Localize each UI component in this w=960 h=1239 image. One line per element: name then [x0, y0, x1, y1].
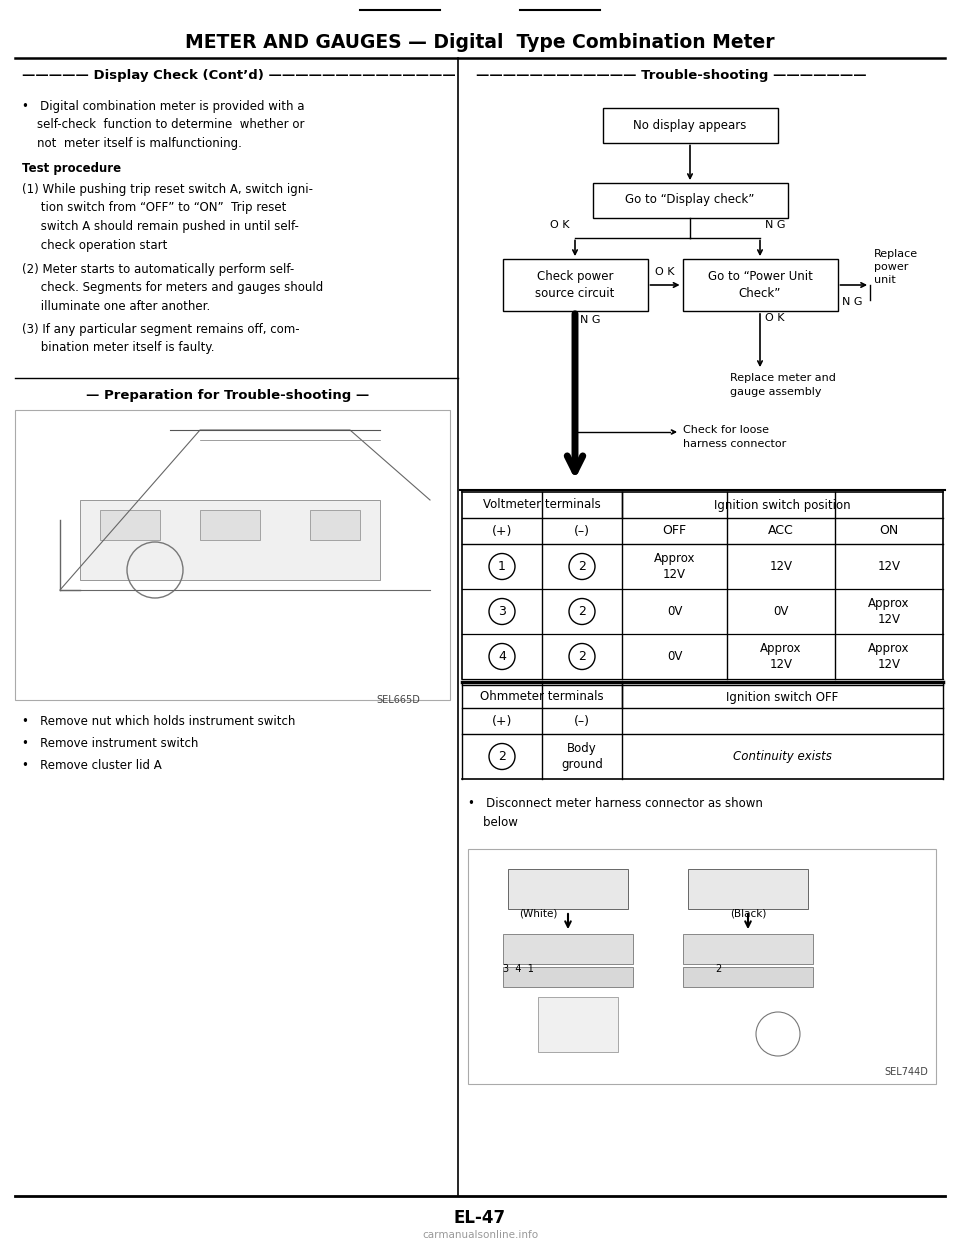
- Text: — Preparation for Trouble-shooting —: — Preparation for Trouble-shooting —: [86, 389, 370, 401]
- Bar: [468, 849, 936, 1084]
- Text: (–): (–): [574, 715, 590, 727]
- Text: ON: ON: [879, 524, 899, 538]
- Text: (Black): (Black): [730, 909, 766, 919]
- Text: ———————————— Trouble-shooting ———————: ———————————— Trouble-shooting ———————: [476, 69, 867, 83]
- Text: Ignition switch position: Ignition switch position: [714, 498, 851, 512]
- Text: ————— Display Check (Cont’d) ——————————————: ————— Display Check (Cont’d) ———————————…: [22, 69, 456, 83]
- Text: Ohmmeter terminals: Ohmmeter terminals: [480, 690, 604, 704]
- Text: Continuity exists: Continuity exists: [733, 750, 832, 763]
- Text: •   Remove nut which holds instrument switch: • Remove nut which holds instrument swit…: [22, 715, 296, 729]
- Text: N G: N G: [765, 221, 785, 230]
- Bar: [15, 410, 450, 700]
- Text: Test procedure: Test procedure: [22, 162, 121, 175]
- Bar: [100, 510, 160, 540]
- Bar: [688, 869, 808, 909]
- Text: OFF: OFF: [662, 524, 686, 538]
- Text: 2: 2: [578, 650, 586, 663]
- Text: (2) Meter starts to automatically perform self-
     check. Segments for meters : (2) Meter starts to automatically perfor…: [22, 263, 324, 313]
- Text: 2: 2: [498, 750, 506, 763]
- Text: 2: 2: [715, 964, 721, 974]
- Text: N G: N G: [843, 297, 863, 307]
- Bar: [683, 966, 813, 987]
- Text: 4: 4: [498, 650, 506, 663]
- Text: (3) If any particular segment remains off, com-
     bination meter itself is fa: (3) If any particular segment remains of…: [22, 323, 300, 354]
- Text: •   Disconnect meter harness connector as shown
    below: • Disconnect meter harness connector as …: [468, 797, 763, 829]
- Text: (+): (+): [492, 524, 513, 538]
- Text: Voltmeter terminals: Voltmeter terminals: [483, 498, 601, 512]
- Text: SEL665D: SEL665D: [376, 695, 420, 705]
- Text: 3  4  1: 3 4 1: [503, 964, 534, 974]
- Text: 2: 2: [578, 560, 586, 572]
- Bar: [683, 259, 837, 311]
- Text: Replace
power
unit: Replace power unit: [874, 249, 918, 285]
- Text: •   Digital combination meter is provided with a
    self-check  function to det: • Digital combination meter is provided …: [22, 100, 304, 150]
- Text: O K: O K: [765, 313, 784, 323]
- Text: (1) While pushing trip reset switch A, switch igni-
     tion switch from “OFF” : (1) While pushing trip reset switch A, s…: [22, 183, 313, 252]
- Text: Approx
12V: Approx 12V: [868, 642, 910, 672]
- Text: 0V: 0V: [667, 650, 683, 663]
- Bar: [502, 259, 647, 311]
- Text: (–): (–): [574, 524, 590, 538]
- Bar: [80, 501, 380, 580]
- Text: 0V: 0V: [774, 605, 789, 618]
- Bar: [200, 510, 260, 540]
- Text: Replace meter and
gauge assembly: Replace meter and gauge assembly: [730, 373, 836, 396]
- Text: 2: 2: [578, 605, 586, 618]
- Text: (White): (White): [518, 909, 557, 919]
- Bar: [538, 997, 618, 1052]
- Bar: [592, 182, 787, 218]
- Text: (+): (+): [492, 715, 513, 727]
- Text: 1: 1: [498, 560, 506, 572]
- Text: Approx
12V: Approx 12V: [868, 597, 910, 626]
- Text: ACC: ACC: [768, 524, 794, 538]
- Text: SEL744D: SEL744D: [884, 1067, 928, 1077]
- Bar: [603, 108, 778, 142]
- Text: carmanualsonline.info: carmanualsonline.info: [422, 1230, 538, 1239]
- Text: Body
ground: Body ground: [561, 742, 603, 771]
- Text: Approx
12V: Approx 12V: [654, 551, 695, 581]
- Bar: [683, 934, 813, 964]
- Text: 3: 3: [498, 605, 506, 618]
- Bar: [310, 510, 360, 540]
- Text: Check for loose
harness connector: Check for loose harness connector: [683, 425, 786, 449]
- Text: O K: O K: [550, 221, 570, 230]
- Text: •   Remove instrument switch: • Remove instrument switch: [22, 737, 199, 750]
- Text: Go to “Display check”: Go to “Display check”: [625, 193, 755, 207]
- Bar: [508, 869, 628, 909]
- Text: 12V: 12V: [770, 560, 793, 572]
- Text: Approx
12V: Approx 12V: [760, 642, 802, 672]
- Text: 12V: 12V: [877, 560, 900, 572]
- Text: 0V: 0V: [667, 605, 683, 618]
- Text: No display appears: No display appears: [634, 119, 747, 131]
- Text: Go to “Power Unit
Check”: Go to “Power Unit Check”: [708, 270, 812, 300]
- Text: EL-47: EL-47: [454, 1209, 506, 1227]
- Bar: [503, 934, 633, 964]
- Text: O K: O K: [656, 266, 675, 278]
- Text: Ignition switch OFF: Ignition switch OFF: [727, 690, 839, 704]
- Bar: [503, 966, 633, 987]
- Text: •   Remove cluster lid A: • Remove cluster lid A: [22, 760, 161, 772]
- Text: Check power
source circuit: Check power source circuit: [536, 270, 614, 300]
- Text: METER AND GAUGES — Digital  Type Combination Meter: METER AND GAUGES — Digital Type Combinat…: [185, 32, 775, 52]
- Text: N G: N G: [580, 315, 601, 325]
